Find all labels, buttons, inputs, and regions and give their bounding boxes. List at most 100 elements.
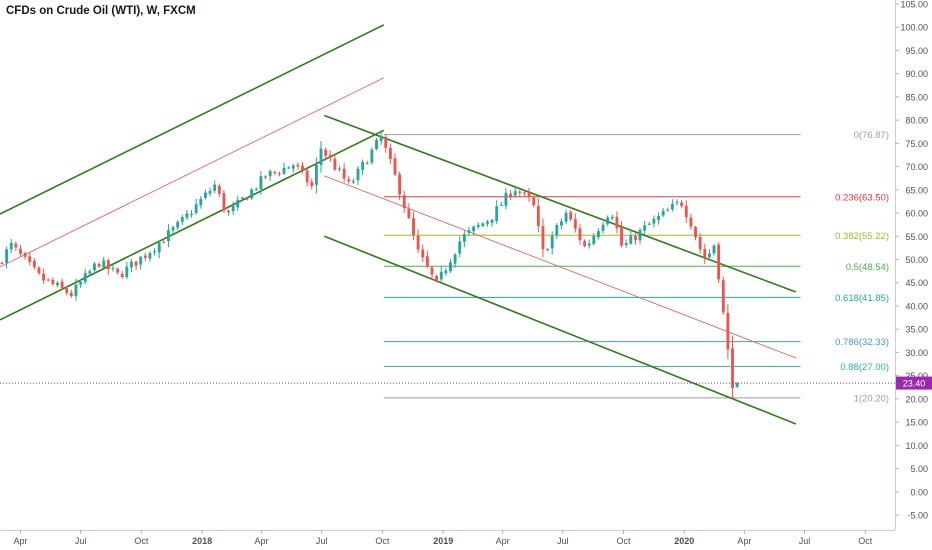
candle-body [365,162,369,164]
candle-body [578,228,582,241]
candle-body [333,158,337,170]
candle-body [93,263,96,271]
price-tick-label: 35.00 [905,325,928,335]
last-price-label: 23.40 [903,379,926,389]
candle-body [157,242,161,253]
price-tick-label: 15.00 [905,418,928,428]
candle-body [190,213,193,215]
candle-body [536,205,540,227]
candle-body [231,206,235,212]
fib-level-label: 0.382(55.22) [835,231,889,242]
candle-body [638,229,642,241]
time-tick-label: Oct [375,536,390,546]
time-tick-label: Jul [557,536,569,546]
time-tick-label: Apr [496,536,510,546]
candle-body [296,164,300,167]
candle-body [143,255,147,258]
candle-body [643,225,647,231]
last-price-tag [896,376,932,390]
candle-body [402,195,406,209]
candle-body [462,234,466,242]
downchannel-top[interactable] [324,114,797,293]
price-tick-label: 5.00 [910,464,928,474]
candle-body [102,260,106,268]
upchannel-bottom[interactable] [0,129,385,321]
time-tick-label: Jul [316,536,328,546]
candle-body [291,165,295,169]
candle-body [680,202,684,206]
upchannel-mid[interactable] [0,77,384,268]
downchannel-bottom[interactable] [324,235,797,425]
candle-body [301,165,304,171]
candle-body [88,271,92,274]
candle-body [633,236,637,241]
candle-body [0,262,4,264]
candle-body [236,199,240,208]
candle-body [731,348,734,389]
candle-body [726,312,730,350]
candle-body [37,267,41,274]
candle-body [125,266,129,278]
candle-body [199,199,203,206]
candle-body [19,248,22,254]
candle-body [310,181,314,186]
candle-body [65,288,69,293]
candle-body [453,254,457,264]
price-tick-label: 70.00 [905,162,928,172]
candle-body [504,192,508,206]
candle-body [703,249,707,259]
price-tick-label: 100.00 [900,23,928,33]
candle-body [689,217,693,227]
fib-level-label: 0.88(27.00) [840,362,889,373]
candle-body [421,249,425,258]
candle-body [375,139,378,150]
price-tick-label: 65.00 [905,185,928,195]
time-tick-label: 2018 [192,536,212,546]
price-tick-label: 10.00 [905,441,928,451]
candle-body [393,158,397,175]
candle-body [398,174,402,195]
fib-retracement[interactable]: 0(76.87) 0.236(63.50) 0.382(55.22) 0.5(48.5… [383,130,889,404]
candle-body [587,243,591,246]
trendlines[interactable] [0,24,797,425]
candle-body [620,227,623,246]
candle-body [661,210,665,216]
candle-body [467,230,471,233]
time-tick-label: Jul [75,536,87,546]
time-tick-label: Oct [134,536,149,546]
candle-body [707,253,711,258]
candle-body [472,226,476,232]
candle-body [282,167,286,174]
candle-body [74,284,78,297]
candle-body [430,267,434,275]
candle-body [735,383,739,387]
fib-level-label: 1(20.20) [854,393,889,404]
candle-body [573,219,577,229]
candle-body [56,282,59,286]
candle-body [564,212,568,222]
upchannel-top[interactable] [0,24,385,215]
candle-body [171,227,175,231]
candle-body [203,192,207,198]
candle-body [268,171,272,177]
candle-body [666,209,670,211]
price-tick-label: 45.00 [905,278,928,288]
time-tick-label: Apr [255,536,269,546]
candle-body [153,251,156,253]
candle-body [324,149,328,156]
candle-body [83,273,87,283]
price-tick-label: 60.00 [905,209,928,219]
candle-body [601,224,605,231]
fib-level-label: 0(76.87) [854,130,889,141]
candle-body [134,261,138,266]
price-tick-label: 95.00 [905,46,928,56]
price-tick-label: 85.00 [905,92,928,102]
candle-body [721,280,725,313]
candle-body [425,256,429,267]
candle-body [120,274,124,277]
candle-body [513,191,517,196]
price-tick-label: 0.00 [910,487,928,497]
candle-body [51,279,55,285]
